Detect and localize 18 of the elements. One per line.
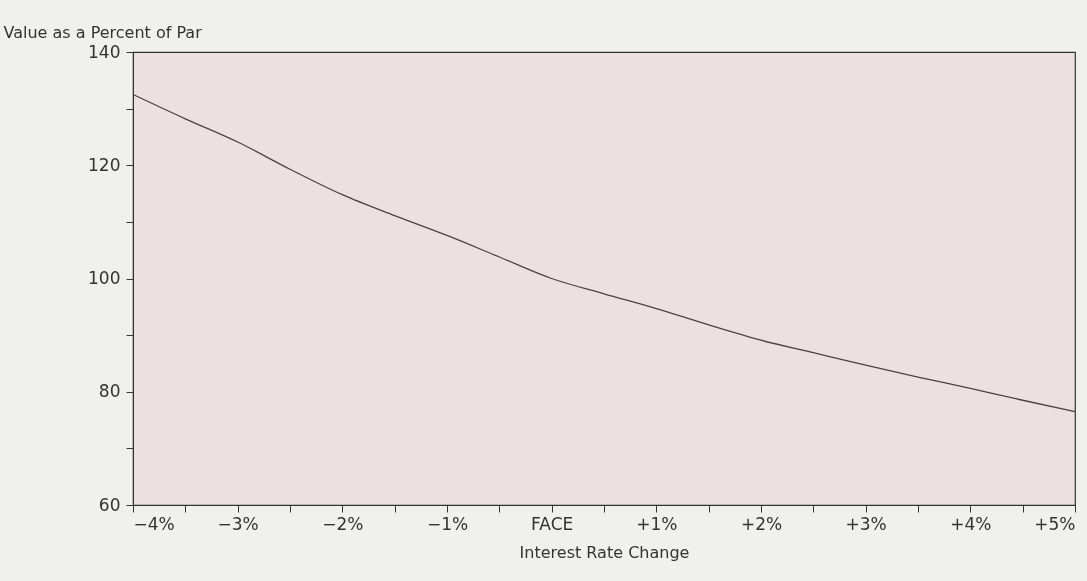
y-tick-label: 140 [88, 41, 121, 62]
x-tick-label: +5% [1034, 513, 1076, 534]
x-tick-label: +1% [636, 513, 678, 534]
x-tick-label: −1% [426, 513, 469, 534]
x-tick-label: +2% [740, 513, 783, 534]
line-series [132, 93, 1076, 413]
x-tick-label: +4% [950, 513, 992, 534]
x-tick-label: +3% [845, 513, 887, 534]
x-tick-label: −2% [322, 513, 364, 534]
x-tick-label: −3% [217, 513, 259, 534]
y-tick-label: 100 [88, 268, 121, 288]
y-tick-label: 60 [98, 494, 121, 515]
x-axis-title: Interest Rate Change [519, 542, 690, 562]
y-tick-label: 80 [98, 381, 121, 402]
x-tick-label: FACE [531, 513, 574, 534]
x-tick-label: −4% [133, 513, 175, 534]
y-tick-label: 120 [88, 154, 121, 175]
y-axis-title: Value as a Percent of Par [3, 22, 203, 42]
